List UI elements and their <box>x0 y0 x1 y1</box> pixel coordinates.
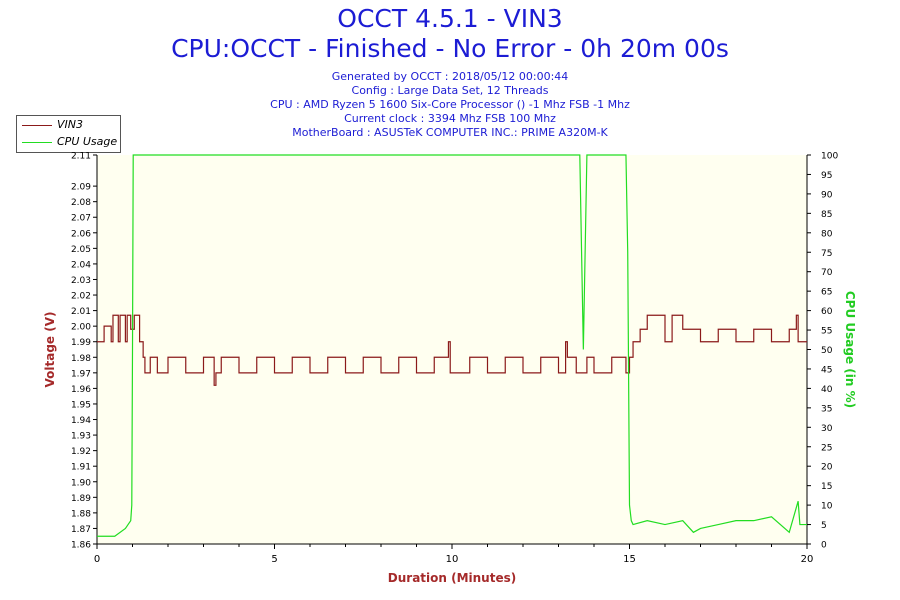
y-tick-label: 2.03 <box>71 276 91 286</box>
y2-tick-label: 85 <box>821 210 832 220</box>
y-tick-label: 2.06 <box>71 229 91 239</box>
y-tick-label: 1.99 <box>71 338 91 348</box>
y2-tick-label: 15 <box>821 482 832 492</box>
info-motherboard: MotherBoard : ASUSTeK COMPUTER INC.: PRI… <box>292 126 608 139</box>
x-tick-label: 0 <box>94 554 100 565</box>
y2-tick-label: 35 <box>821 404 832 414</box>
y-tick-label: 1.96 <box>71 385 91 395</box>
y2-tick-label: 45 <box>821 365 832 375</box>
legend-entry-vin3: VIN3 <box>17 117 120 133</box>
y2-tick-label: 55 <box>821 327 832 337</box>
y-tick-label: 2.01 <box>71 307 91 317</box>
y2-tick-label: 90 <box>821 190 833 200</box>
y-tick-label: 1.90 <box>71 478 91 488</box>
series-line-vin3 <box>97 314 807 386</box>
y-tick-label: 2.07 <box>71 214 91 224</box>
info-clock: Current clock : 3394 Mhz FSB 100 Mhz <box>344 112 556 125</box>
y-tick-label: 1.93 <box>71 432 91 442</box>
y2-tick-label: 25 <box>821 443 832 453</box>
y2-axis-label: CPU Usage (in %) <box>843 291 857 408</box>
y-tick-label: 1.92 <box>71 447 91 457</box>
chart-legend: VIN3 CPU Usage <box>16 115 121 153</box>
y2-tick-label: 60 <box>821 307 833 317</box>
legend-swatch-vin3 <box>22 125 52 126</box>
y-tick-label: 2.04 <box>71 260 91 270</box>
y-tick-label: 2.00 <box>71 323 91 333</box>
series-line-cpu-usage <box>97 154 807 537</box>
x-tick-label: 15 <box>623 554 636 565</box>
y-tick-label: 1.95 <box>71 400 91 410</box>
y2-tick-label: 100 <box>821 152 838 162</box>
y-tick-label: 1.88 <box>71 509 91 519</box>
chart-title: OCCT 4.5.1 - VIN3 <box>337 4 563 33</box>
info-generated: Generated by OCCT : 2018/05/12 00:00:44 <box>331 70 569 83</box>
x-tick-label: 10 <box>446 554 459 565</box>
y2-tick-label: 75 <box>821 249 832 259</box>
y2-tick-label: 80 <box>821 229 833 239</box>
y2-tick-label: 0 <box>821 541 827 551</box>
x-tick-label: 20 <box>801 554 814 565</box>
y-tick-label: 2.11 <box>71 152 91 162</box>
plot-area <box>97 155 807 544</box>
legend-swatch-cpu <box>22 142 52 143</box>
y-tick-label: 1.97 <box>71 369 91 379</box>
y-tick-label: 2.09 <box>71 183 91 193</box>
y2-tick-label: 95 <box>821 171 832 181</box>
y-tick-label: 1.94 <box>71 416 91 426</box>
y-tick-label: 1.98 <box>71 354 91 364</box>
y-tick-label: 2.08 <box>71 198 91 208</box>
y2-tick-label: 70 <box>821 268 833 278</box>
y-tick-label: 1.87 <box>71 525 91 535</box>
legend-label-cpu: CPU Usage <box>57 135 118 148</box>
y2-tick-label: 5 <box>821 521 827 531</box>
y2-tick-label: 65 <box>821 288 832 298</box>
legend-label-vin3: VIN3 <box>57 118 83 131</box>
y2-tick-label: 40 <box>821 385 833 395</box>
y2-tick-label: 30 <box>821 424 833 434</box>
info-cpu: CPU : AMD Ryzen 5 1600 Six-Core Processo… <box>270 98 630 111</box>
y-tick-label: 1.86 <box>71 541 91 551</box>
info-config: Config : Large Data Set, 12 Threads <box>351 84 549 97</box>
y-tick-label: 2.02 <box>71 292 91 302</box>
x-tick-label: 5 <box>271 554 277 565</box>
y2-tick-label: 10 <box>821 502 833 512</box>
y-axis-label: Voltage (V) <box>43 312 57 388</box>
y2-tick-label: 50 <box>821 346 833 356</box>
y-tick-label: 2.05 <box>71 245 91 255</box>
legend-entry-cpu: CPU Usage <box>17 134 120 150</box>
y-tick-label: 1.89 <box>71 494 91 504</box>
y2-tick-label: 20 <box>821 463 833 473</box>
y-tick-label: 1.91 <box>71 463 91 473</box>
x-axis-label: Duration (Minutes) <box>388 571 516 585</box>
chart-subtitle: CPU:OCCT - Finished - No Error - 0h 20m … <box>171 34 729 63</box>
